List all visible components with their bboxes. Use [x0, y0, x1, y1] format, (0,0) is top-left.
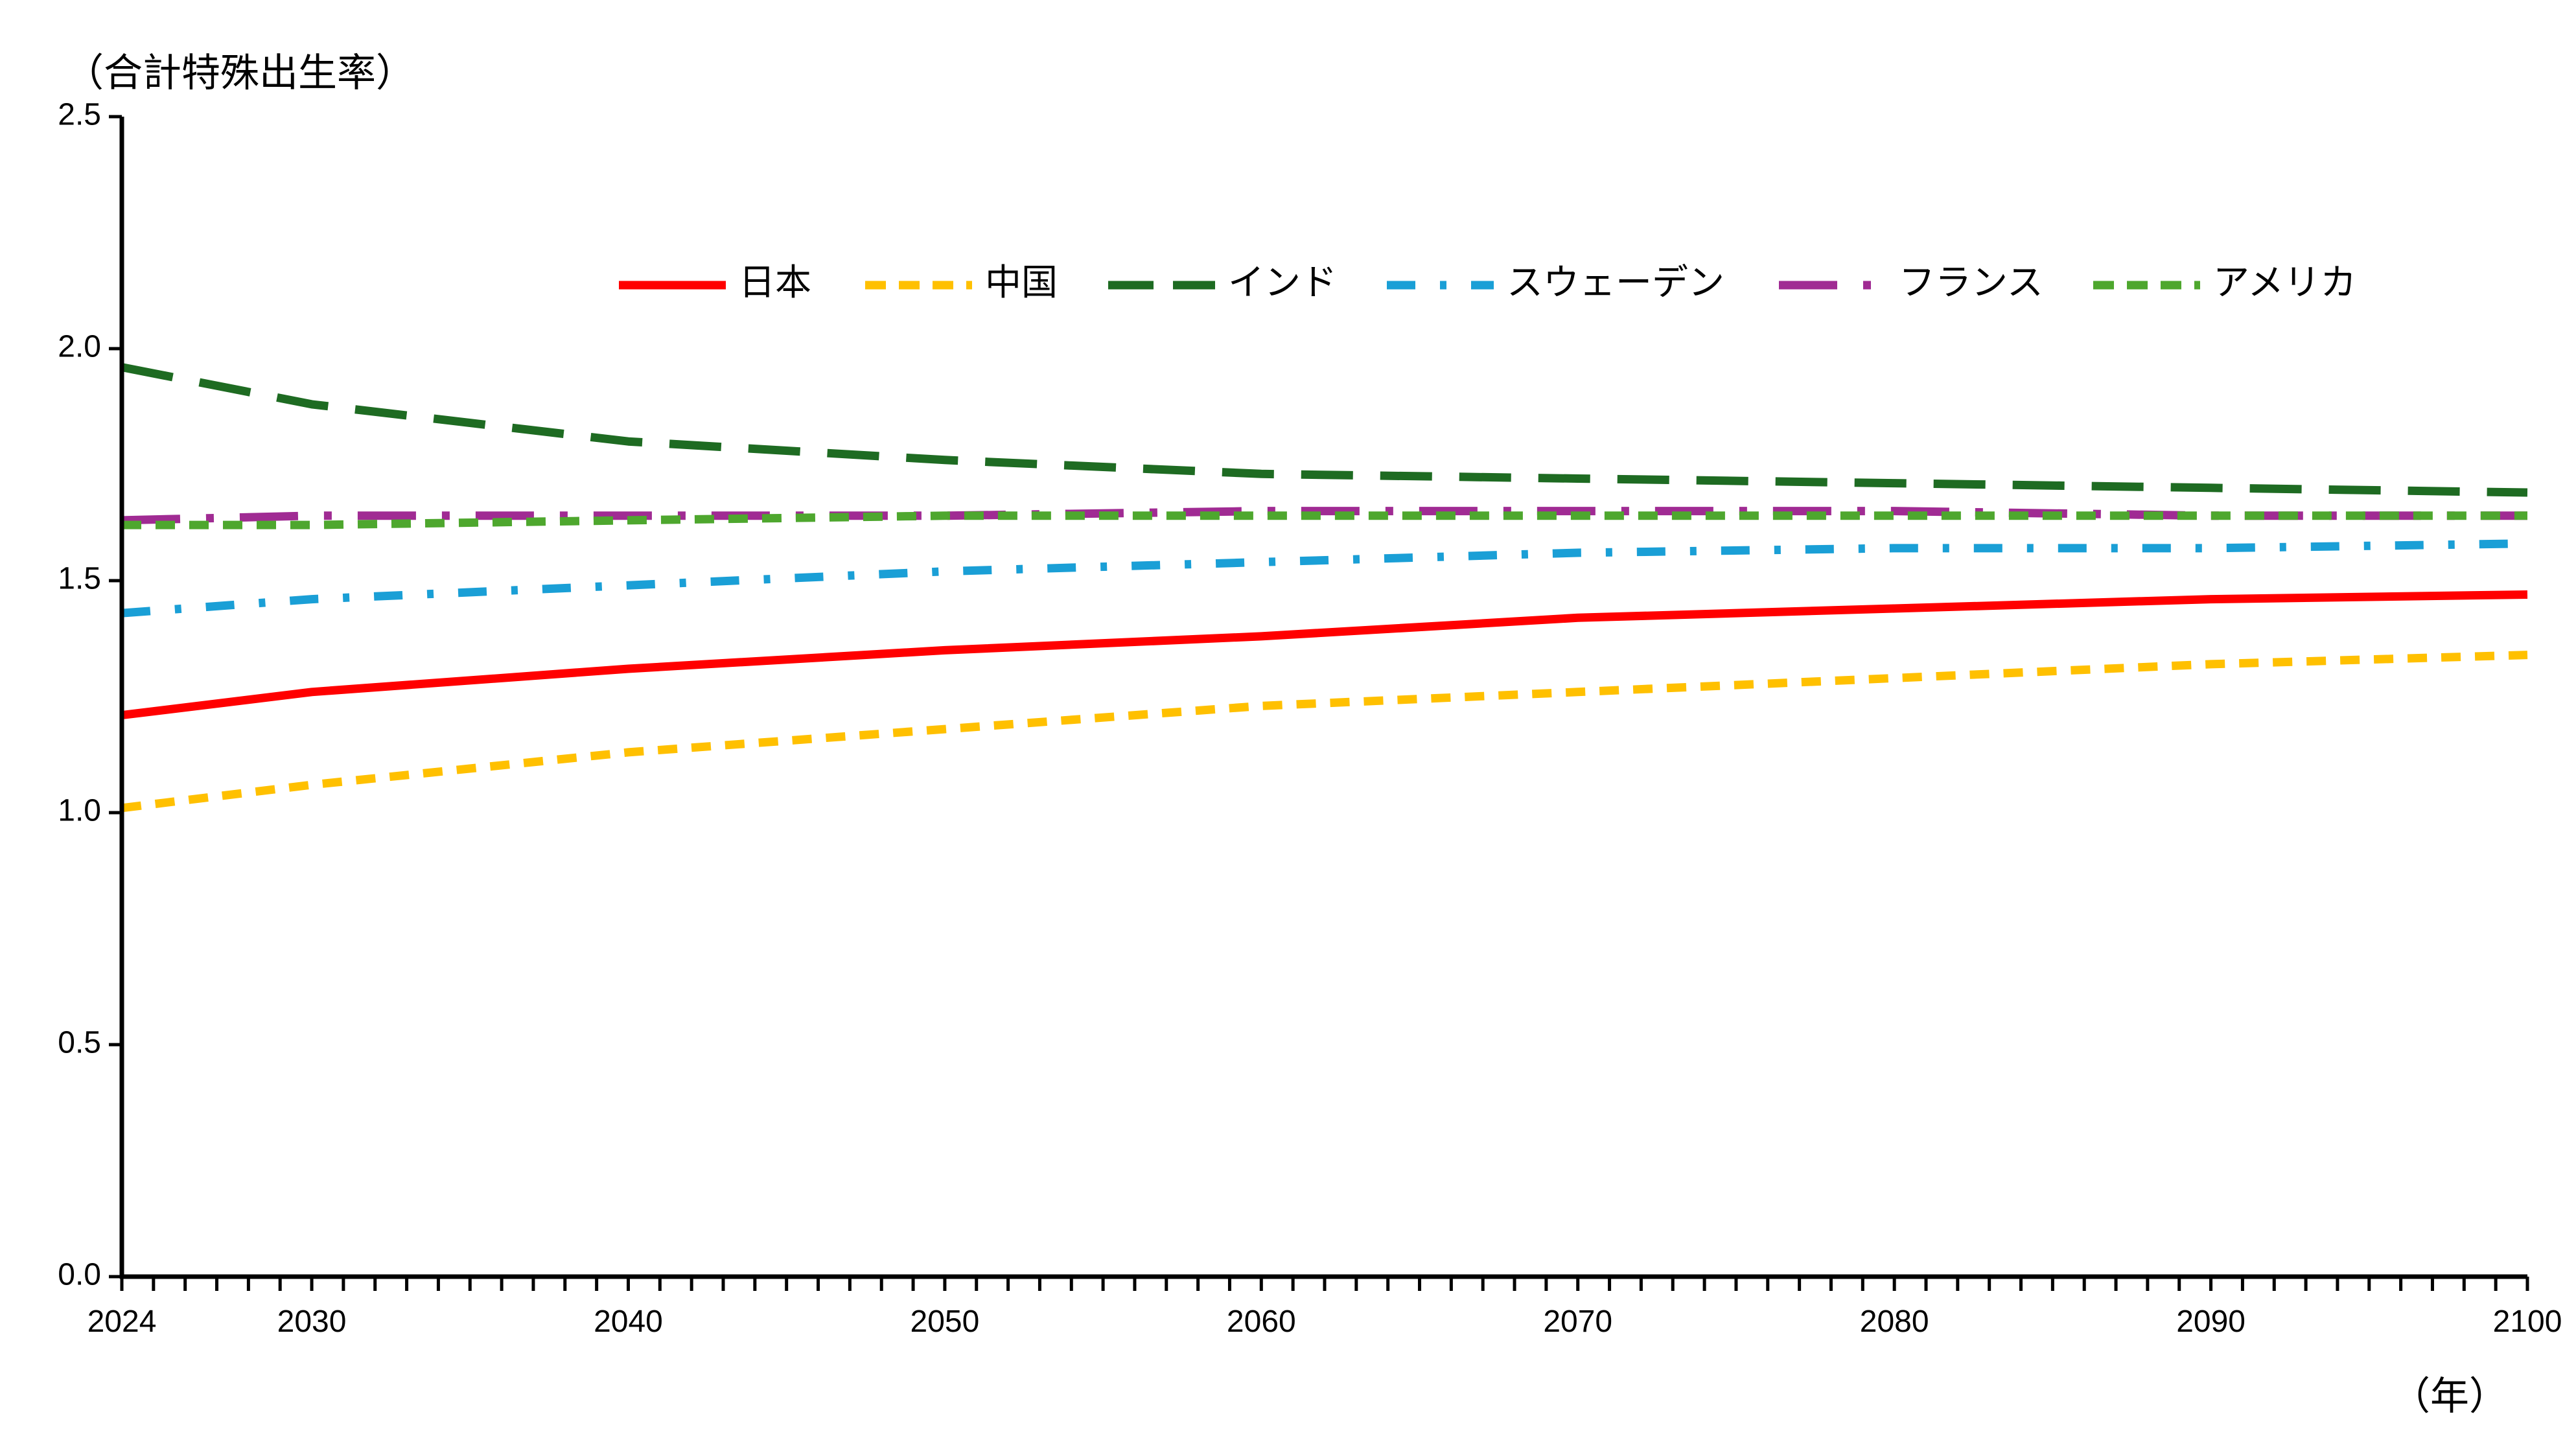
legend: 日本 中国 インド スウェーデン フランス アメリカ — [619, 262, 2356, 303]
ticks: 0.0 0.5 1.0 1.5 2.0 2.5 2024 2030 2040 2050 2060 20… — [58, 98, 2562, 1339]
y-tick-label: 1.5 — [58, 562, 101, 596]
x-tick-label: 2090 — [2176, 1305, 2245, 1339]
y-tick-label: 2.0 — [58, 330, 101, 364]
legend-label-2: インド — [1228, 262, 1337, 303]
series-layer — [121, 363, 2528, 813]
series-line-0 — [121, 590, 2528, 720]
legend-label-0: 日本 — [739, 262, 811, 303]
legend-label-5: アメリカ — [2213, 262, 2356, 303]
y-tick-label: 0.5 — [58, 1026, 101, 1060]
x-tick-label: 2040 — [594, 1305, 663, 1339]
y-tick-label: 0.0 — [58, 1258, 101, 1292]
y-axis-title: （合計特殊出生率） — [65, 51, 415, 95]
x-tick-label: 2060 — [1227, 1305, 1296, 1339]
legend-label-4: フランス — [1899, 262, 2043, 303]
x-tick-label: 2050 — [911, 1305, 980, 1339]
legend-label-3: スウェーデン — [1507, 262, 1724, 303]
series-line-2 — [121, 363, 2528, 497]
x-tick-label: 2100 — [2493, 1305, 2562, 1339]
legend-label-1: 中国 — [985, 262, 1058, 303]
y-tick-label: 2.5 — [58, 98, 101, 132]
x-tick-label: 2080 — [1860, 1305, 1929, 1339]
x-axis-title: （年） — [2391, 1374, 2508, 1418]
x-tick-label: 2024 — [87, 1305, 157, 1339]
series-line-4 — [121, 507, 2527, 525]
x-tick-label: 2070 — [1543, 1305, 1612, 1339]
x-tick-label: 2030 — [277, 1305, 347, 1339]
y-tick-label: 1.0 — [58, 794, 101, 828]
series-line-1 — [121, 651, 2528, 813]
